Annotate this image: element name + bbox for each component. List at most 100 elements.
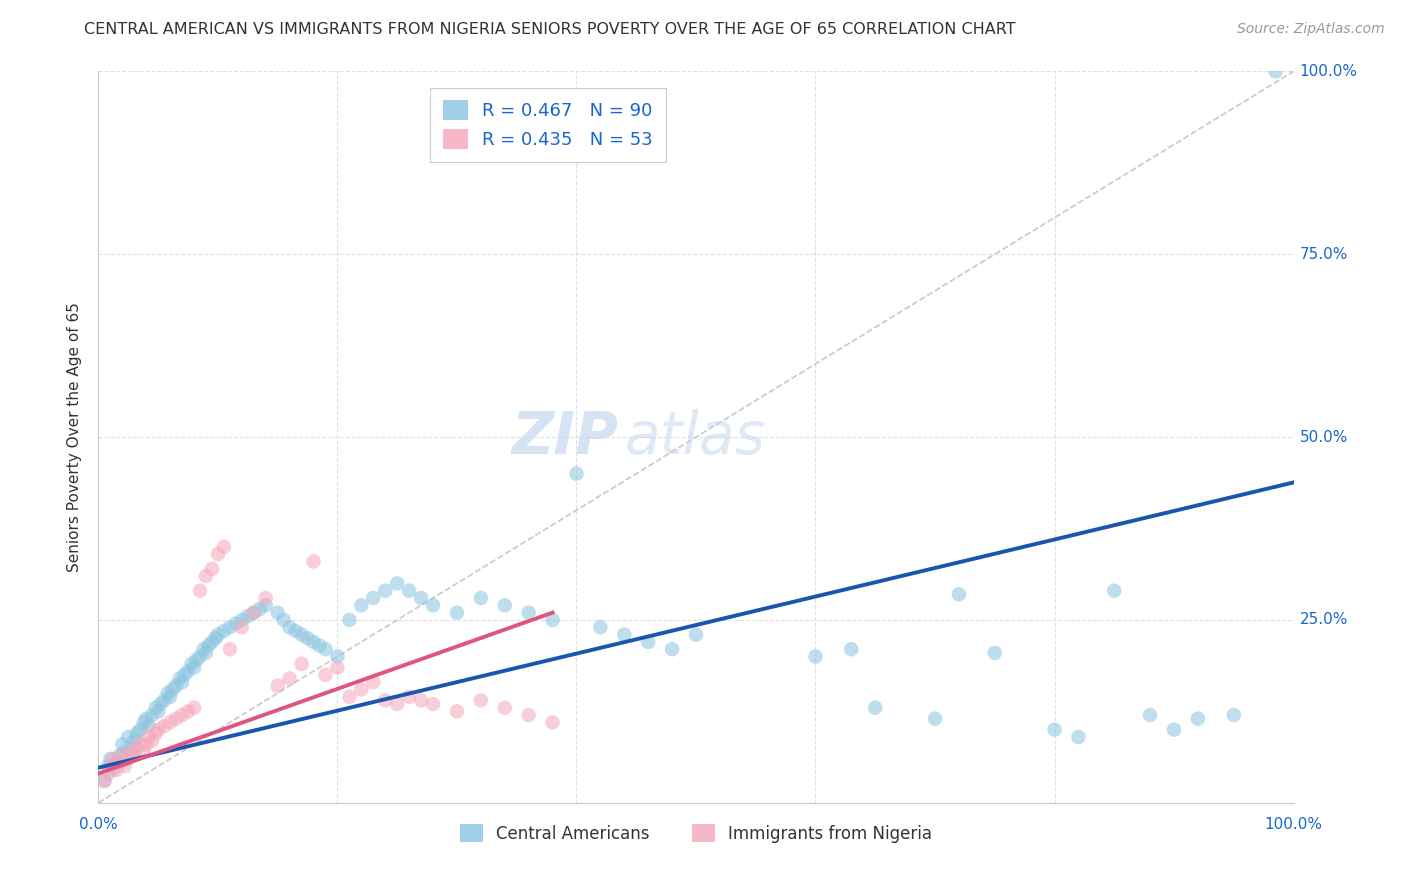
Point bbox=[132, 715, 155, 730]
Point bbox=[589, 620, 612, 634]
Point bbox=[132, 745, 155, 759]
Point bbox=[865, 700, 887, 714]
Point bbox=[153, 693, 176, 707]
Point bbox=[162, 682, 184, 697]
Point bbox=[326, 660, 349, 674]
Point bbox=[201, 562, 224, 576]
Point bbox=[207, 627, 229, 641]
Point bbox=[249, 602, 271, 616]
Point bbox=[98, 752, 122, 766]
Point bbox=[121, 740, 143, 755]
Point bbox=[422, 599, 444, 613]
Point bbox=[212, 540, 235, 554]
Point bbox=[135, 737, 157, 751]
Point bbox=[108, 748, 131, 763]
Point bbox=[138, 730, 160, 744]
Point bbox=[243, 606, 266, 620]
Point bbox=[685, 627, 707, 641]
Point bbox=[398, 690, 420, 704]
Point bbox=[517, 606, 540, 620]
Point bbox=[125, 726, 148, 740]
Point bbox=[231, 613, 253, 627]
Point bbox=[117, 752, 139, 766]
Point bbox=[108, 756, 131, 770]
Point bbox=[302, 635, 325, 649]
Point bbox=[243, 606, 266, 620]
Point bbox=[201, 635, 224, 649]
Point bbox=[541, 715, 564, 730]
Point bbox=[195, 569, 218, 583]
Point bbox=[422, 697, 444, 711]
Point bbox=[254, 599, 277, 613]
Point bbox=[1187, 712, 1209, 726]
Point bbox=[159, 690, 181, 704]
Point bbox=[308, 639, 330, 653]
Point bbox=[398, 583, 420, 598]
Point bbox=[105, 756, 128, 770]
Point bbox=[141, 708, 163, 723]
Point bbox=[186, 653, 208, 667]
Point bbox=[193, 642, 215, 657]
Point bbox=[565, 467, 588, 481]
Text: ZIP: ZIP bbox=[512, 409, 619, 466]
Point bbox=[101, 752, 124, 766]
Text: 75.0%: 75.0% bbox=[1299, 247, 1348, 261]
Point bbox=[97, 766, 120, 780]
Point bbox=[177, 664, 200, 678]
Point bbox=[225, 616, 247, 631]
Point bbox=[169, 672, 191, 686]
Point bbox=[156, 686, 179, 700]
Point bbox=[149, 697, 172, 711]
Point bbox=[1104, 583, 1126, 598]
Point bbox=[315, 642, 337, 657]
Point bbox=[374, 693, 396, 707]
Point bbox=[1223, 708, 1246, 723]
Point bbox=[363, 591, 385, 605]
Point bbox=[153, 719, 176, 733]
Point bbox=[114, 759, 136, 773]
Point bbox=[236, 609, 259, 624]
Point bbox=[315, 667, 337, 681]
Point bbox=[284, 624, 307, 638]
Text: CENTRAL AMERICAN VS IMMIGRANTS FROM NIGERIA SENIORS POVERTY OVER THE AGE OF 65 C: CENTRAL AMERICAN VS IMMIGRANTS FROM NIGE… bbox=[84, 22, 1017, 37]
Point bbox=[159, 715, 181, 730]
Point bbox=[180, 657, 202, 671]
Point bbox=[173, 667, 195, 681]
Point bbox=[101, 763, 124, 777]
Point bbox=[1067, 730, 1090, 744]
Point bbox=[350, 599, 373, 613]
Point bbox=[385, 697, 409, 711]
Point bbox=[97, 759, 120, 773]
Point bbox=[1264, 64, 1286, 78]
Point bbox=[267, 606, 290, 620]
Point bbox=[350, 682, 373, 697]
Point bbox=[172, 675, 194, 690]
Point bbox=[207, 547, 229, 561]
Point bbox=[637, 635, 659, 649]
Point bbox=[804, 649, 827, 664]
Point bbox=[219, 642, 242, 657]
Point bbox=[219, 620, 242, 634]
Point bbox=[195, 646, 218, 660]
Point bbox=[411, 693, 433, 707]
Point bbox=[494, 599, 516, 613]
Point bbox=[197, 639, 219, 653]
Point bbox=[541, 613, 564, 627]
Text: 25.0%: 25.0% bbox=[1299, 613, 1348, 627]
Point bbox=[948, 587, 970, 601]
Point bbox=[145, 700, 167, 714]
Point bbox=[148, 705, 170, 719]
Text: Source: ZipAtlas.com: Source: ZipAtlas.com bbox=[1237, 22, 1385, 37]
Point bbox=[278, 672, 301, 686]
Point bbox=[374, 583, 396, 598]
Point bbox=[291, 657, 314, 671]
Point bbox=[141, 733, 163, 747]
Text: 100.0%: 100.0% bbox=[1264, 817, 1323, 832]
Point bbox=[470, 591, 492, 605]
Point bbox=[212, 624, 235, 638]
Point bbox=[124, 733, 146, 747]
Point bbox=[111, 748, 134, 763]
Point bbox=[385, 576, 409, 591]
Point bbox=[129, 737, 152, 751]
Point bbox=[117, 730, 139, 744]
